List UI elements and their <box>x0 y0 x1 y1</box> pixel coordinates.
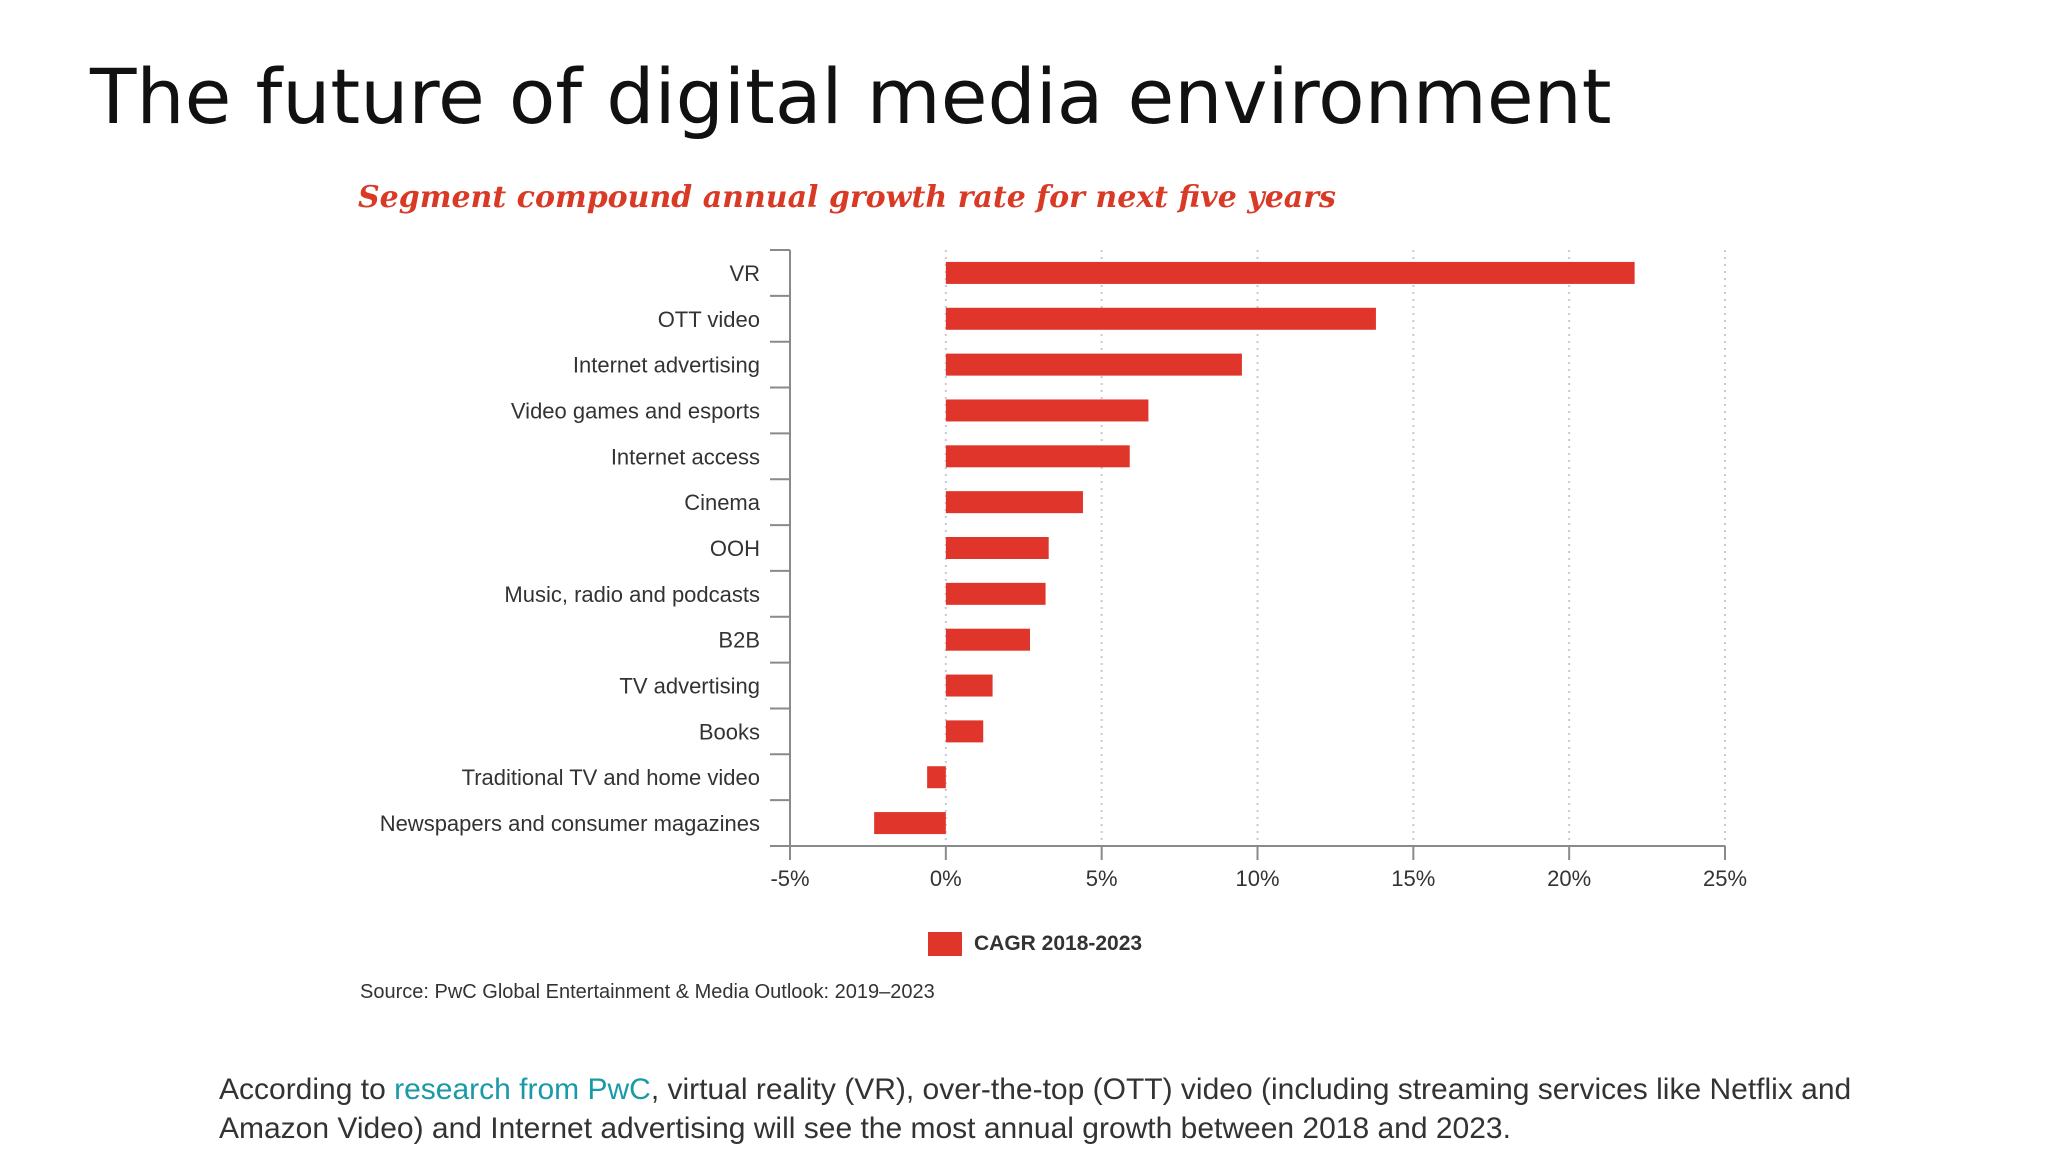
bar-books <box>945 720 984 743</box>
axes <box>770 249 1726 860</box>
category-label: Books <box>699 719 760 744</box>
x-tick-labels: -5% 0% 5% 10% 15% 20% 25% <box>770 866 1747 891</box>
category-label: Video games and esports <box>511 398 760 423</box>
category-label: B2B <box>718 628 760 653</box>
legend: CAGR 2018-2023 <box>928 932 1142 956</box>
x-tick-label: 10% <box>1235 866 1279 891</box>
bars <box>874 261 1635 835</box>
x-tick-label: 5% <box>1086 866 1118 891</box>
grid-lines <box>944 250 1726 846</box>
category-label: Traditional TV and home video <box>462 765 760 790</box>
bar-vr <box>945 261 1635 284</box>
category-labels: VR OTT video Internet advertising Video gam… <box>380 261 761 836</box>
category-label: Internet advertising <box>573 353 760 378</box>
caption-text-start: According to <box>219 1073 395 1106</box>
research-link[interactable]: research from PwC <box>394 1073 651 1106</box>
x-tick-label: 20% <box>1547 866 1591 891</box>
source-note: Source: PwC Global Entertainment & Media… <box>360 981 935 1003</box>
bar-ott-video <box>945 307 1376 330</box>
category-label: Internet access <box>611 444 760 469</box>
bar-video-games-and-esports <box>945 399 1149 422</box>
bar-b2b <box>945 628 1030 651</box>
bar-music-radio-and-podcasts <box>945 582 1046 605</box>
bar-newspapers-and-consumer-magazines <box>874 812 946 835</box>
category-label: VR <box>729 261 760 286</box>
x-tick-label: 25% <box>1703 866 1747 891</box>
caption-paragraph: According to research from PwC, virtual … <box>219 1070 1859 1148</box>
bar-internet-advertising <box>945 353 1242 376</box>
category-label: TV advertising <box>619 674 760 699</box>
legend-swatch <box>928 932 962 956</box>
category-label: Cinema <box>684 490 761 515</box>
legend-label: CAGR 2018-2023 <box>974 932 1143 955</box>
x-tick-label: 15% <box>1391 866 1435 891</box>
category-label: Newspapers and consumer magazines <box>380 811 760 836</box>
chart-title: Segment compound annual growth rate for … <box>358 180 1336 215</box>
x-tick-label: -5% <box>770 866 809 891</box>
category-label: OTT video <box>658 307 760 332</box>
category-label: Music, radio and podcasts <box>504 582 760 607</box>
bar-traditional-tv-and-home-video <box>927 766 946 789</box>
bar-internet-access <box>945 445 1130 468</box>
x-tick-label: 0% <box>930 866 962 891</box>
bar-tv-advertising <box>945 674 993 697</box>
caption-text-end: , virtual reality (VR), over-the-top (OT… <box>219 1073 1852 1145</box>
bar-chart: VR OTT video Internet advertising Video gam… <box>380 249 1747 891</box>
category-label: OOH <box>710 536 760 561</box>
bar-ooh <box>945 537 1049 559</box>
slide-title: The future of digital media environment <box>90 52 1612 141</box>
bar-cinema <box>945 491 1083 514</box>
